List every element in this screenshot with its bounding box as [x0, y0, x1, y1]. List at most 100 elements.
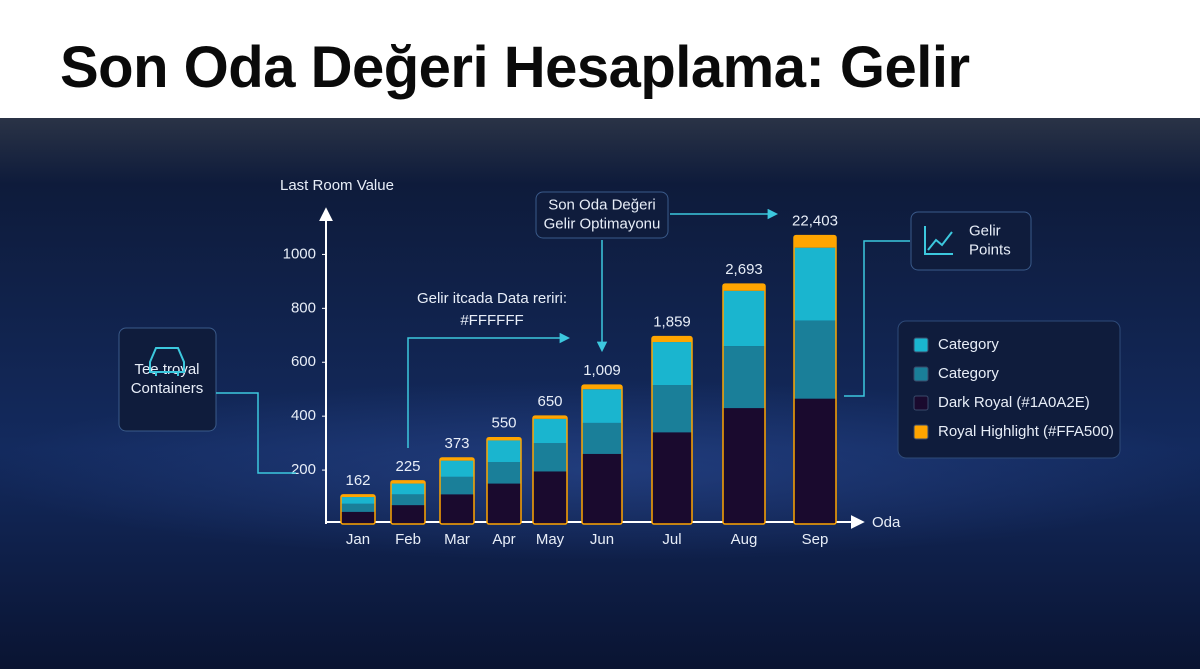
bar-segment	[652, 342, 692, 386]
bar-outline	[651, 335, 693, 525]
legend-swatch	[913, 424, 929, 440]
optimization-callout-text: Gelir Optimayonu	[544, 215, 661, 232]
bar-segment	[391, 505, 425, 524]
bar-segment	[487, 440, 521, 462]
data-note: #FFFFFF	[460, 312, 523, 329]
bar-segment	[440, 457, 474, 461]
arrow	[407, 332, 571, 448]
x-tick-label: May	[536, 531, 565, 548]
bar-total-label: 373	[444, 435, 469, 452]
x-tick-label: Jan	[346, 531, 370, 548]
bar-total-label: 1,009	[583, 362, 621, 379]
bar-outline	[793, 234, 837, 525]
bar-segment	[533, 416, 567, 419]
bar-segment	[723, 290, 765, 347]
header: Son Oda Değeri Hesaplama: Gelir	[0, 0, 1200, 118]
bar-segment	[794, 247, 836, 321]
optimization-callout-box	[535, 191, 669, 239]
bar-outline	[340, 494, 376, 525]
legend: Category Category Dark Royal (#1A0A2E) Roya…	[897, 320, 1121, 459]
x-tick-label: Jun	[590, 531, 614, 548]
bar-segment	[533, 418, 567, 444]
bar-segment	[487, 483, 521, 524]
title: Son Oda Değeri Hesaplama: Gelir	[60, 35, 970, 100]
bar-outline	[722, 283, 766, 525]
bar-segment	[723, 284, 765, 291]
bar-segment	[794, 235, 836, 248]
car-icon	[149, 347, 185, 376]
x-tick-label: Sep	[802, 531, 829, 548]
y-tick-label: 800	[291, 299, 316, 316]
bar-outline	[390, 480, 426, 525]
bar-segment	[582, 389, 622, 423]
bar-segment	[487, 462, 521, 484]
bar-segment	[794, 320, 836, 399]
bar-outline	[532, 415, 568, 525]
bar-total-label: 2,693	[725, 261, 763, 278]
bar-segment	[341, 497, 375, 504]
bar-total-label: 1,859	[653, 314, 691, 331]
legend-label: Royal Highlight (#FFA500)	[938, 423, 1114, 440]
bar-segment	[391, 483, 425, 495]
bar-total-label: 550	[491, 415, 516, 432]
legend-label: Dark Royal (#1A0A2E)	[938, 394, 1090, 411]
x-tick-label: Feb	[395, 531, 421, 548]
containers-callout-text: Tee troyal	[134, 361, 199, 378]
bar-segment	[341, 503, 375, 512]
containers-callout-box	[118, 327, 217, 432]
bar-segment	[440, 460, 474, 477]
points-callout-text: Gelir	[969, 222, 1001, 239]
bar-segment	[652, 336, 692, 343]
bar-segment	[533, 443, 567, 472]
bar-segment	[341, 511, 375, 524]
bar-segment	[440, 494, 474, 524]
bar-segment	[487, 437, 521, 441]
bar-segment	[723, 346, 765, 409]
bar-segment	[794, 398, 836, 524]
legend-box	[897, 320, 1121, 459]
x-tick-label: Aug	[731, 531, 758, 548]
bar-outline	[581, 384, 623, 525]
x-tick-label: Mar	[444, 531, 470, 548]
y-axis-label: Last Room Value	[280, 177, 394, 194]
y-tick-label: 600	[291, 353, 316, 370]
bar-segment	[582, 422, 622, 454]
x-tick-label: Apr	[492, 531, 515, 548]
connector	[844, 240, 910, 397]
bar-outline	[486, 436, 522, 525]
bar-total-label: 650	[537, 393, 562, 410]
legend-label: Category	[938, 336, 999, 353]
bar-total-label: 225	[395, 458, 420, 475]
y-tick-label: 400	[291, 407, 316, 424]
legend-swatch	[913, 337, 929, 353]
points-callout-box	[910, 211, 1032, 271]
bar-segment	[582, 453, 622, 524]
bar-segment	[723, 408, 765, 524]
x-axis-label: Oda	[872, 514, 901, 531]
bar-segment	[582, 385, 622, 390]
optimization-callout-text: Son Oda Değeri	[548, 196, 656, 213]
bar-segment	[391, 494, 425, 506]
bar-segment	[391, 480, 425, 484]
connector	[216, 392, 296, 474]
chart-icon	[924, 226, 953, 255]
data-note: Gelir itcada Data reriri:	[417, 290, 567, 307]
legend-label: Category	[938, 365, 999, 382]
y-tick-label: 1000	[283, 245, 316, 262]
bar-total-label: 162	[345, 472, 370, 489]
bar-outline	[439, 457, 475, 525]
bar-segment	[440, 476, 474, 495]
y-tick-label: 200	[291, 461, 316, 478]
bar-segment	[533, 471, 567, 524]
bar-segment	[652, 432, 692, 524]
bar-segment	[652, 385, 692, 433]
bar-segment	[341, 494, 375, 498]
bar-total-label: 22,403	[792, 213, 838, 230]
containers-callout-text: Containers	[131, 380, 204, 397]
x-tick-label: Jul	[662, 531, 681, 548]
legend-swatch	[913, 395, 929, 411]
legend-swatch	[913, 366, 929, 382]
points-callout-text: Points	[969, 241, 1011, 258]
